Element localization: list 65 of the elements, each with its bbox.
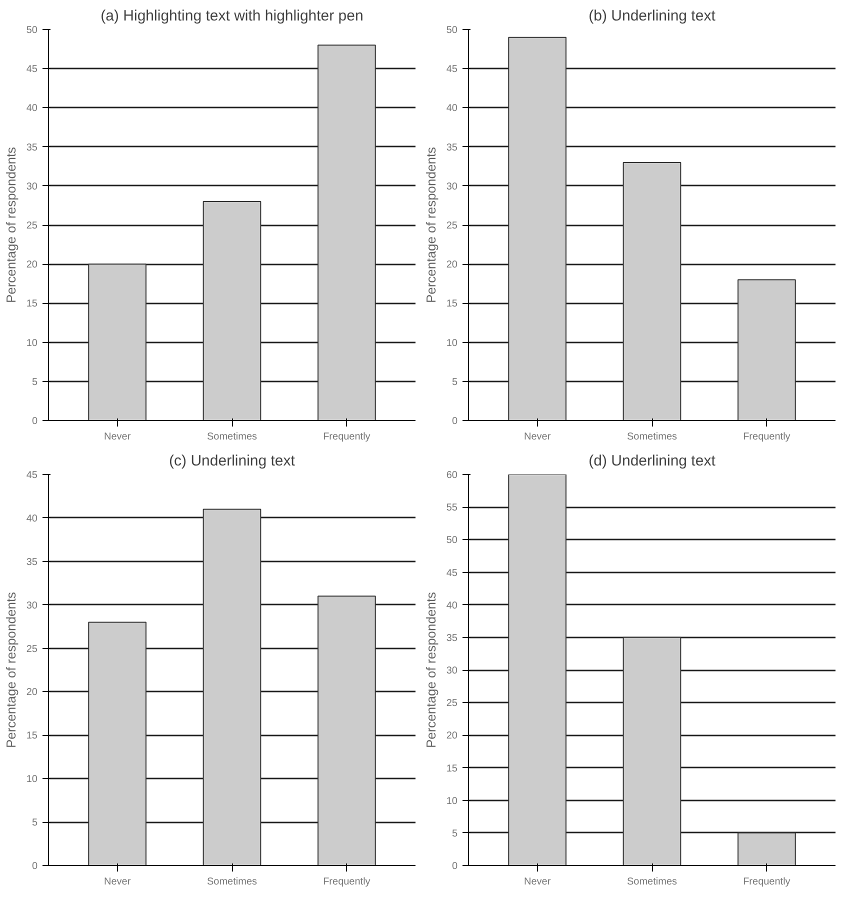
y-tick-label: 30 [26, 181, 38, 192]
y-tick-label: 20 [446, 730, 458, 742]
x-tick-label: Sometimes [626, 876, 678, 888]
x-tick-label: Sometimes [206, 876, 258, 888]
x-tick-label: Never [104, 876, 132, 888]
y-tick-label: 35 [446, 142, 458, 154]
y-tick-label: 15 [26, 730, 38, 742]
y-tick-label: 25 [446, 698, 458, 710]
x-tick-label: Sometimes [626, 432, 678, 442]
y-tick-label: 35 [26, 142, 38, 154]
y-tick-label: 40 [446, 103, 458, 114]
x-tick-label: Frequently [743, 876, 790, 888]
x-tick-label: Frequently [323, 432, 370, 442]
y-tick-label: 0 [32, 416, 38, 427]
x-tick-label: Frequently [323, 876, 370, 888]
x-tick-label: Frequently [743, 432, 790, 442]
y-tick-label: 10 [446, 338, 458, 349]
y-axis-title: Percentage of respondents [3, 591, 18, 748]
y-tick-label: 35 [26, 556, 38, 568]
y-tick-label: 15 [446, 763, 458, 774]
y-tick-label: 5 [32, 818, 38, 829]
y-tick-label: 45 [446, 568, 458, 579]
y-tick-label: 45 [26, 470, 38, 481]
chart-title: (b) Underlining text [588, 8, 716, 24]
y-tick-label: 15 [446, 298, 458, 310]
y-axis-title: Percentage of respondents [423, 591, 438, 748]
y-tick-label: 0 [452, 416, 458, 427]
y-tick-label: 10 [26, 774, 38, 786]
y-tick-label: 30 [446, 181, 458, 192]
y-tick-label: 45 [26, 64, 38, 76]
y-tick-label: 0 [452, 861, 458, 872]
y-tick-label: 10 [26, 338, 38, 349]
x-tick-label: Never [524, 432, 552, 442]
y-tick-label: 15 [26, 298, 38, 310]
y-tick-label: 10 [446, 796, 458, 807]
x-tick-label: Sometimes [206, 432, 258, 442]
y-axis-title: Percentage of respondents [3, 146, 18, 304]
y-tick-label: 55 [446, 502, 458, 514]
y-tick-label: 50 [446, 25, 458, 36]
chart-title: (d) Underlining text [588, 452, 716, 470]
y-tick-label: 30 [26, 600, 38, 612]
y-tick-label: 45 [446, 64, 458, 76]
y-tick-label: 25 [26, 220, 38, 232]
chart-title: (a) Highlighting text with highlighter pen [100, 8, 364, 24]
y-tick-label: 60 [446, 470, 458, 481]
x-tick-label: Never [104, 432, 132, 442]
y-tick-label: 35 [446, 632, 458, 644]
y-tick-label: 30 [446, 666, 458, 676]
y-tick-label: 40 [446, 600, 458, 612]
y-tick-label: 20 [26, 687, 38, 698]
y-tick-label: 5 [452, 376, 458, 388]
y-tick-label: 0 [32, 861, 38, 872]
chart-title: (c) Underlining text [169, 452, 296, 470]
y-tick-label: 50 [446, 535, 458, 546]
y-tick-label: 50 [26, 25, 38, 36]
y-tick-label: 20 [446, 260, 458, 271]
y-tick-label: 5 [452, 828, 458, 840]
y-tick-label: 40 [26, 103, 38, 114]
y-tick-label: 5 [32, 376, 38, 388]
y-tick-label: 25 [446, 220, 458, 232]
y-tick-label: 20 [26, 260, 38, 271]
y-tick-label: 25 [26, 644, 38, 655]
y-tick-label: 40 [26, 513, 38, 524]
y-axis-title: Percentage of respondents [423, 146, 438, 304]
x-tick-label: Never [524, 876, 552, 888]
